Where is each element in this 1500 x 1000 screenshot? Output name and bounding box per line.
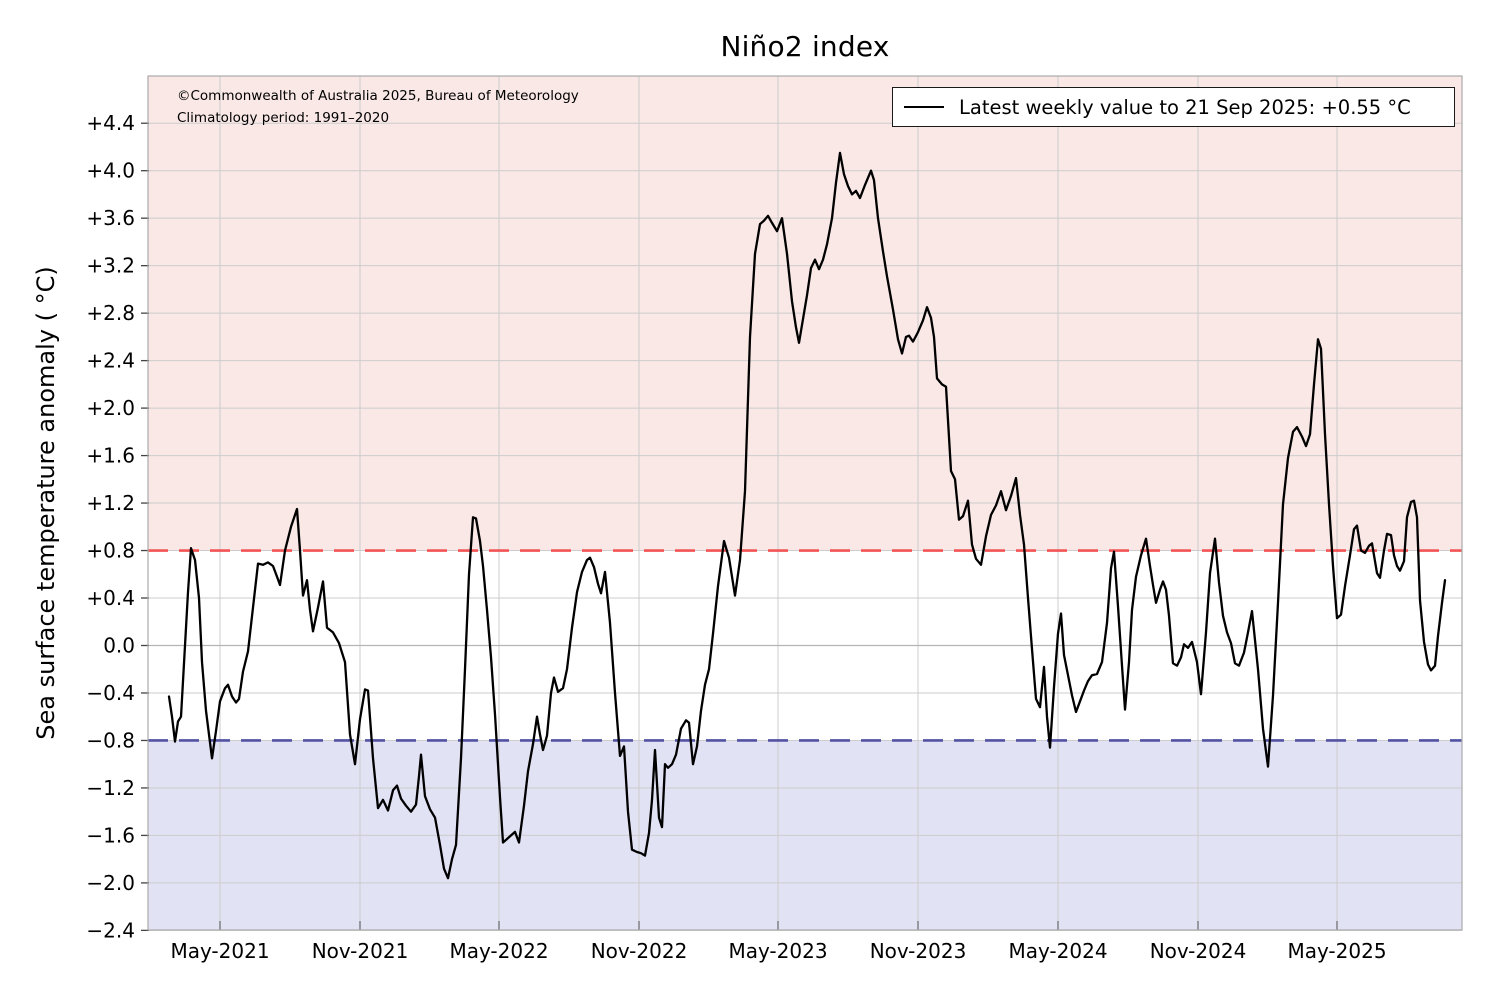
- copyright-text: ©Commonwealth of Australia 2025, Bureau …: [177, 88, 579, 104]
- x-tick-label: May-2021: [170, 939, 269, 963]
- y-tick-label: +2.4: [86, 349, 135, 373]
- legend-line-sample-icon: [904, 106, 944, 108]
- y-axis-title: Sea surface temperature anomaly ( °C): [32, 266, 60, 740]
- y-tick-label: −0.4: [86, 681, 135, 705]
- climatology-period-text: Climatology period: 1991–2020: [177, 110, 390, 126]
- y-tick-label: −2.4: [86, 918, 135, 942]
- y-tick-label: +0.8: [86, 539, 135, 563]
- x-tick-label: May-2025: [1287, 939, 1386, 963]
- y-tick-label: +2.0: [86, 396, 135, 420]
- page-title: Niño2 index: [720, 30, 890, 63]
- y-tick-label: +3.2: [86, 254, 135, 278]
- y-tick-label: +1.6: [86, 444, 135, 468]
- y-tick-label: +3.6: [86, 206, 135, 230]
- x-tick-label: Nov-2024: [1150, 939, 1247, 963]
- x-tick-label: May-2023: [728, 939, 827, 963]
- plot-border: [147, 75, 1463, 931]
- x-tick-label: Nov-2021: [312, 939, 409, 963]
- y-tick-label: +1.2: [86, 491, 135, 515]
- y-tick-label: −1.6: [86, 823, 135, 847]
- x-tick-label: Nov-2022: [591, 939, 688, 963]
- y-tick-label: +4.4: [86, 111, 135, 135]
- y-tick-label: −2.0: [86, 871, 135, 895]
- legend: Latest weekly value to 21 Sep 2025: +0.5…: [892, 87, 1455, 127]
- x-tick-label: May-2024: [1008, 939, 1107, 963]
- y-tick-label: −0.8: [86, 728, 135, 752]
- legend-label: Latest weekly value to 21 Sep 2025: +0.5…: [959, 95, 1411, 119]
- y-tick-label: 0.0: [103, 634, 135, 658]
- nino2-series-line: [167, 151, 1447, 880]
- y-tick-label: +0.4: [86, 586, 135, 610]
- x-tick-label: May-2022: [449, 939, 548, 963]
- y-tick-label: +4.0: [86, 159, 135, 183]
- x-tick-label: Nov-2023: [870, 939, 967, 963]
- y-tick-label: −1.2: [86, 776, 135, 800]
- y-tick-label: +2.8: [86, 301, 135, 325]
